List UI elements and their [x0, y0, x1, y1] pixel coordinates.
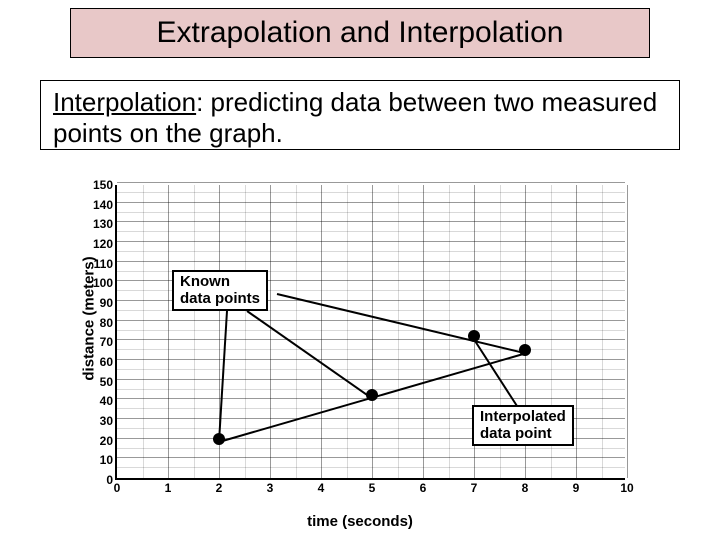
chart: distance (meters) time (seconds) 0102030… [75, 180, 645, 525]
y-tick: 140 [93, 198, 113, 212]
x-tick: 3 [267, 481, 274, 495]
x-tick: 9 [573, 481, 580, 495]
callout-interpolated: Interpolateddata point [472, 405, 574, 446]
plot-area: 0102030405060708090100110120130140150012… [115, 185, 625, 480]
callout-known-l2: data points [180, 290, 260, 307]
definition-term: Interpolation [53, 87, 196, 117]
y-tick: 20 [100, 434, 113, 448]
y-tick: 30 [100, 414, 113, 428]
x-tick: 1 [165, 481, 172, 495]
callout-interp-l2: data point [480, 425, 552, 442]
x-tick: 10 [620, 481, 633, 495]
x-tick: 2 [216, 481, 223, 495]
slide-title: Extrapolation and Interpolation [157, 16, 564, 50]
slide-title-bar: Extrapolation and Interpolation [70, 8, 650, 58]
y-tick: 100 [93, 276, 113, 290]
y-tick: 150 [93, 178, 113, 192]
y-tick: 0 [106, 473, 113, 487]
x-tick: 6 [420, 481, 427, 495]
x-tick: 0 [114, 481, 121, 495]
y-tick: 80 [100, 316, 113, 330]
y-axis-label: distance (meters) [81, 256, 98, 380]
x-tick: 5 [369, 481, 376, 495]
callout-known-l1: Known [180, 273, 230, 290]
y-tick: 130 [93, 217, 113, 231]
callout-known: Knowndata points [172, 270, 268, 311]
x-tick: 7 [471, 481, 478, 495]
y-tick: 110 [94, 257, 113, 271]
callout-interp-l1: Interpolated [480, 408, 566, 425]
y-tick: 50 [100, 375, 113, 389]
y-tick: 60 [100, 355, 113, 369]
x-tick: 8 [522, 481, 529, 495]
y-tick: 70 [100, 335, 113, 349]
y-tick: 10 [100, 453, 113, 467]
x-axis-label: time (seconds) [307, 513, 413, 530]
x-tick: 4 [318, 481, 325, 495]
y-tick: 40 [100, 394, 113, 408]
y-tick: 90 [100, 296, 113, 310]
y-tick: 120 [93, 237, 113, 251]
definition-box: Interpolation: predicting data between t… [40, 80, 680, 150]
